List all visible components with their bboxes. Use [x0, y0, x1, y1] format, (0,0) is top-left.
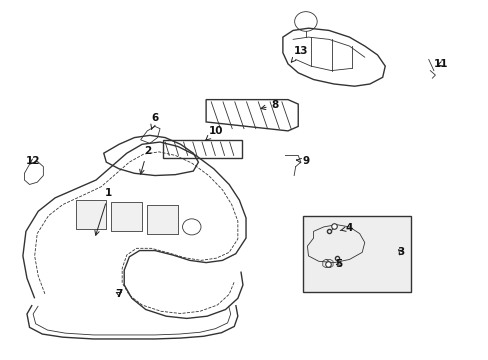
Text: 8: 8 [261, 100, 278, 110]
Polygon shape [111, 202, 142, 231]
Text: 13: 13 [291, 46, 307, 62]
Polygon shape [147, 204, 178, 234]
Text: 4: 4 [340, 223, 352, 233]
Text: 6: 6 [151, 113, 158, 129]
Polygon shape [76, 200, 106, 229]
Text: 3: 3 [396, 247, 404, 257]
Text: 12: 12 [26, 156, 41, 166]
Text: 11: 11 [433, 59, 448, 69]
Text: 2: 2 [140, 146, 151, 174]
Text: 7: 7 [115, 289, 122, 299]
Text: 1: 1 [95, 188, 112, 235]
Bar [303, 216, 410, 292]
Text: 9: 9 [296, 156, 309, 166]
Text: 5: 5 [335, 259, 342, 269]
Text: 10: 10 [205, 126, 223, 140]
